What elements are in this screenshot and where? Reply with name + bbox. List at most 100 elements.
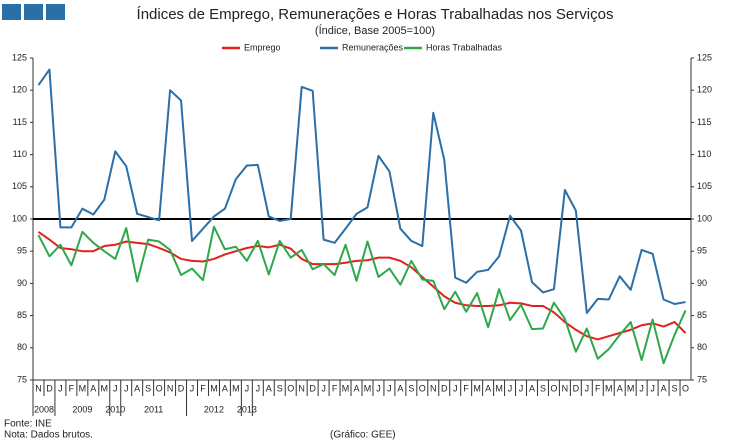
x-tick-label: J xyxy=(585,383,590,393)
x-tick-label: A xyxy=(529,383,535,393)
year-label: 2009 xyxy=(72,404,92,414)
x-tick-label: M xyxy=(79,383,87,393)
x-tick-label: J xyxy=(190,383,195,393)
credit: (Gráfico: GEE) xyxy=(330,430,396,441)
x-tick-label: A xyxy=(485,383,491,393)
x-tick-label: O xyxy=(682,383,689,393)
y-tick-label: 90 xyxy=(17,278,27,288)
x-tick-label: A xyxy=(397,383,403,393)
x-tick-label: N xyxy=(430,383,437,393)
x-tick-label: M xyxy=(342,383,350,393)
x-tick-label: F xyxy=(463,383,469,393)
x-tick-label: S xyxy=(408,383,414,393)
x-tick-label: S xyxy=(672,383,678,393)
x-tick-label: O xyxy=(156,383,163,393)
x-tick-label: F xyxy=(332,383,338,393)
note: Nota: Dados brutos. xyxy=(4,430,93,441)
x-tick-label: N xyxy=(35,383,42,393)
x-tick-label: S xyxy=(145,383,151,393)
year-label: 2012 xyxy=(204,404,224,414)
x-tick-label: M xyxy=(627,383,635,393)
x-tick-label: D xyxy=(309,383,316,393)
year-label: 2010 xyxy=(105,404,125,414)
x-tick-label: M xyxy=(473,383,481,393)
x-tick-label: D xyxy=(178,383,185,393)
y2-tick-label: 120 xyxy=(697,85,712,95)
y-tick-label: 75 xyxy=(17,374,27,384)
x-tick-label: N xyxy=(167,383,174,393)
y2-tick-label: 75 xyxy=(697,374,707,384)
chart-title: Índices de Emprego, Remunerações e Horas… xyxy=(137,6,614,23)
x-tick-label: D xyxy=(46,383,53,393)
x-tick-label: N xyxy=(562,383,569,393)
y-tick-label: 105 xyxy=(12,181,27,191)
series-line xyxy=(37,231,687,341)
x-tick-label: O xyxy=(419,383,426,393)
x-tick-label: M xyxy=(495,383,503,393)
chart-subtitle: (Índice, Base 2005=100) xyxy=(315,24,435,37)
x-tick-label: J xyxy=(376,383,381,393)
legend-label: Horas Trabalhadas xyxy=(426,42,503,52)
x-tick-label: A xyxy=(266,383,272,393)
y2-tick-label: 110 xyxy=(697,149,711,159)
x-tick-label: J xyxy=(124,383,129,393)
y-tick-label: 125 xyxy=(12,52,27,62)
x-tick-label: A xyxy=(222,383,228,393)
series-line xyxy=(37,225,687,365)
x-tick-label: F xyxy=(69,383,75,393)
year-label: 2011 xyxy=(144,404,163,414)
y2-tick-label: 100 xyxy=(697,213,712,223)
x-tick-label: N xyxy=(298,383,305,393)
x-tick-label: J xyxy=(519,383,524,393)
x-tick-label: O xyxy=(550,383,557,393)
x-tick-label: M xyxy=(101,383,109,393)
x-tick-label: A xyxy=(134,383,140,393)
x-tick-label: J xyxy=(650,383,655,393)
y-tick-label: 80 xyxy=(17,342,27,352)
x-tick-label: A xyxy=(617,383,623,393)
logo-block xyxy=(24,4,43,20)
x-tick-label: J xyxy=(58,383,63,393)
y2-tick-label: 95 xyxy=(697,246,707,256)
legend-label: Emprego xyxy=(244,42,281,52)
logo-block xyxy=(46,4,65,20)
y2-tick-label: 80 xyxy=(697,342,707,352)
y-tick-label: 120 xyxy=(12,85,27,95)
x-tick-label: A xyxy=(354,383,360,393)
x-tick-label: J xyxy=(245,383,250,393)
x-tick-label: M xyxy=(232,383,240,393)
x-tick-label: S xyxy=(277,383,283,393)
y2-tick-label: 90 xyxy=(697,278,707,288)
x-tick-label: O xyxy=(287,383,294,393)
x-tick-label: F xyxy=(200,383,206,393)
x-tick-label: S xyxy=(540,383,546,393)
year-label: 2013 xyxy=(237,404,257,414)
x-tick-label: M xyxy=(364,383,372,393)
series-line xyxy=(37,68,686,315)
y2-tick-label: 125 xyxy=(697,52,712,62)
source: Fonte: INE xyxy=(4,419,52,430)
x-tick-label: D xyxy=(573,383,580,393)
y-tick-label: 85 xyxy=(17,310,27,320)
y2-tick-label: 115 xyxy=(697,117,711,127)
y-tick-label: 95 xyxy=(17,246,27,256)
x-tick-label: F xyxy=(595,383,601,393)
x-tick-label: D xyxy=(441,383,448,393)
x-tick-label: J xyxy=(453,383,458,393)
y2-tick-label: 85 xyxy=(697,310,707,320)
x-tick-label: A xyxy=(661,383,667,393)
x-tick-label: J xyxy=(256,383,261,393)
y-tick-label: 115 xyxy=(13,117,27,127)
x-tick-label: J xyxy=(387,383,392,393)
x-tick-label: J xyxy=(321,383,326,393)
year-label: 2008 xyxy=(34,404,54,414)
y2-tick-label: 105 xyxy=(697,181,712,191)
x-tick-label: A xyxy=(90,383,96,393)
y-tick-label: 100 xyxy=(12,213,27,223)
x-tick-label: J xyxy=(508,383,513,393)
x-tick-label: J xyxy=(113,383,118,393)
x-tick-label: M xyxy=(210,383,218,393)
legend-label: Remunerações xyxy=(342,42,404,52)
x-tick-label: M xyxy=(605,383,613,393)
